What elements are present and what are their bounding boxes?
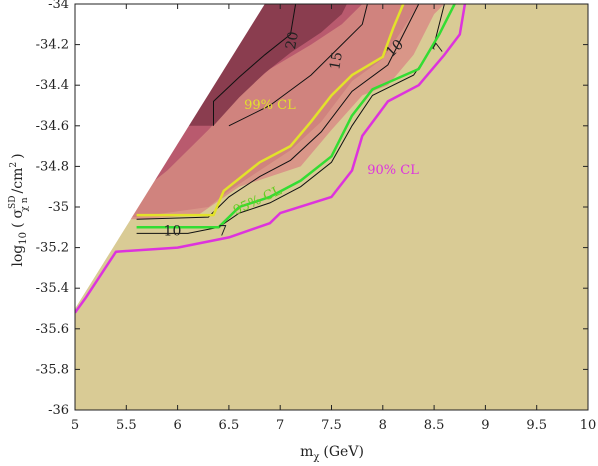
contour-label-20: 20 <box>283 30 302 50</box>
y-tick-label: -34 <box>48 0 69 12</box>
y-tick-label: -35.8 <box>36 362 69 377</box>
y-tick-label: -35.2 <box>36 241 69 256</box>
y-tick-label: -35 <box>48 200 69 215</box>
x-axis-label: mχ (GeV) <box>300 444 364 463</box>
y-tick-label: -34.8 <box>36 159 69 174</box>
cl-line-95-cl <box>136 4 456 229</box>
contour-label-10: 10 <box>164 223 182 239</box>
contour-line-15 <box>228 4 368 127</box>
x-tick-label: 9 <box>481 418 489 433</box>
contour-label-7: 7 <box>218 223 227 239</box>
x-tick-label: 8 <box>379 418 387 433</box>
x-tick-label: 6.5 <box>219 418 240 433</box>
x-tick-label: 5.5 <box>116 418 137 433</box>
x-tick-label: 7.5 <box>321 418 342 433</box>
x-tick-label: 9.5 <box>526 418 547 433</box>
contour-line-10 <box>136 4 420 220</box>
y-tick-label: -36 <box>48 403 69 418</box>
confidence-level-lines <box>75 4 467 314</box>
cl-label-90-cl: 90% CL <box>367 163 419 178</box>
x-tick-label: 6 <box>173 418 181 433</box>
contour-regions <box>75 4 445 309</box>
contour-label-15: 15 <box>327 51 346 71</box>
y-tick-label: -34.6 <box>36 119 69 134</box>
y-tick-label: -34.4 <box>36 78 69 93</box>
x-tick-label: 7 <box>276 418 284 433</box>
contour-line-20 <box>213 4 297 126</box>
cl-label-99-cl: 99% CL <box>244 98 296 113</box>
y-tick-label: -34.2 <box>36 38 69 53</box>
cl-line-90-cl <box>75 4 467 314</box>
x-tick-label: 5 <box>71 418 79 433</box>
cl-line-99-cl <box>136 4 405 217</box>
x-tick-label: 8.5 <box>424 418 445 433</box>
y-tick-label: -35.4 <box>36 281 69 296</box>
excluded-region <box>75 4 265 309</box>
y-tick-label: -35.6 <box>36 322 69 337</box>
x-axis-ticks: 5 5.5 6 6.5 7 7.5 8 8.5 9 9.5 10 <box>71 4 596 433</box>
y-axis-label: log10(σSD χ n/cm2) <box>8 153 30 266</box>
y-axis-ticks: -36 -35.8 -35.6 -35.4 -35.2 -35 -34.8 -34.6 -34.… <box>36 0 588 418</box>
x-tick-label: 10 <box>580 418 597 433</box>
